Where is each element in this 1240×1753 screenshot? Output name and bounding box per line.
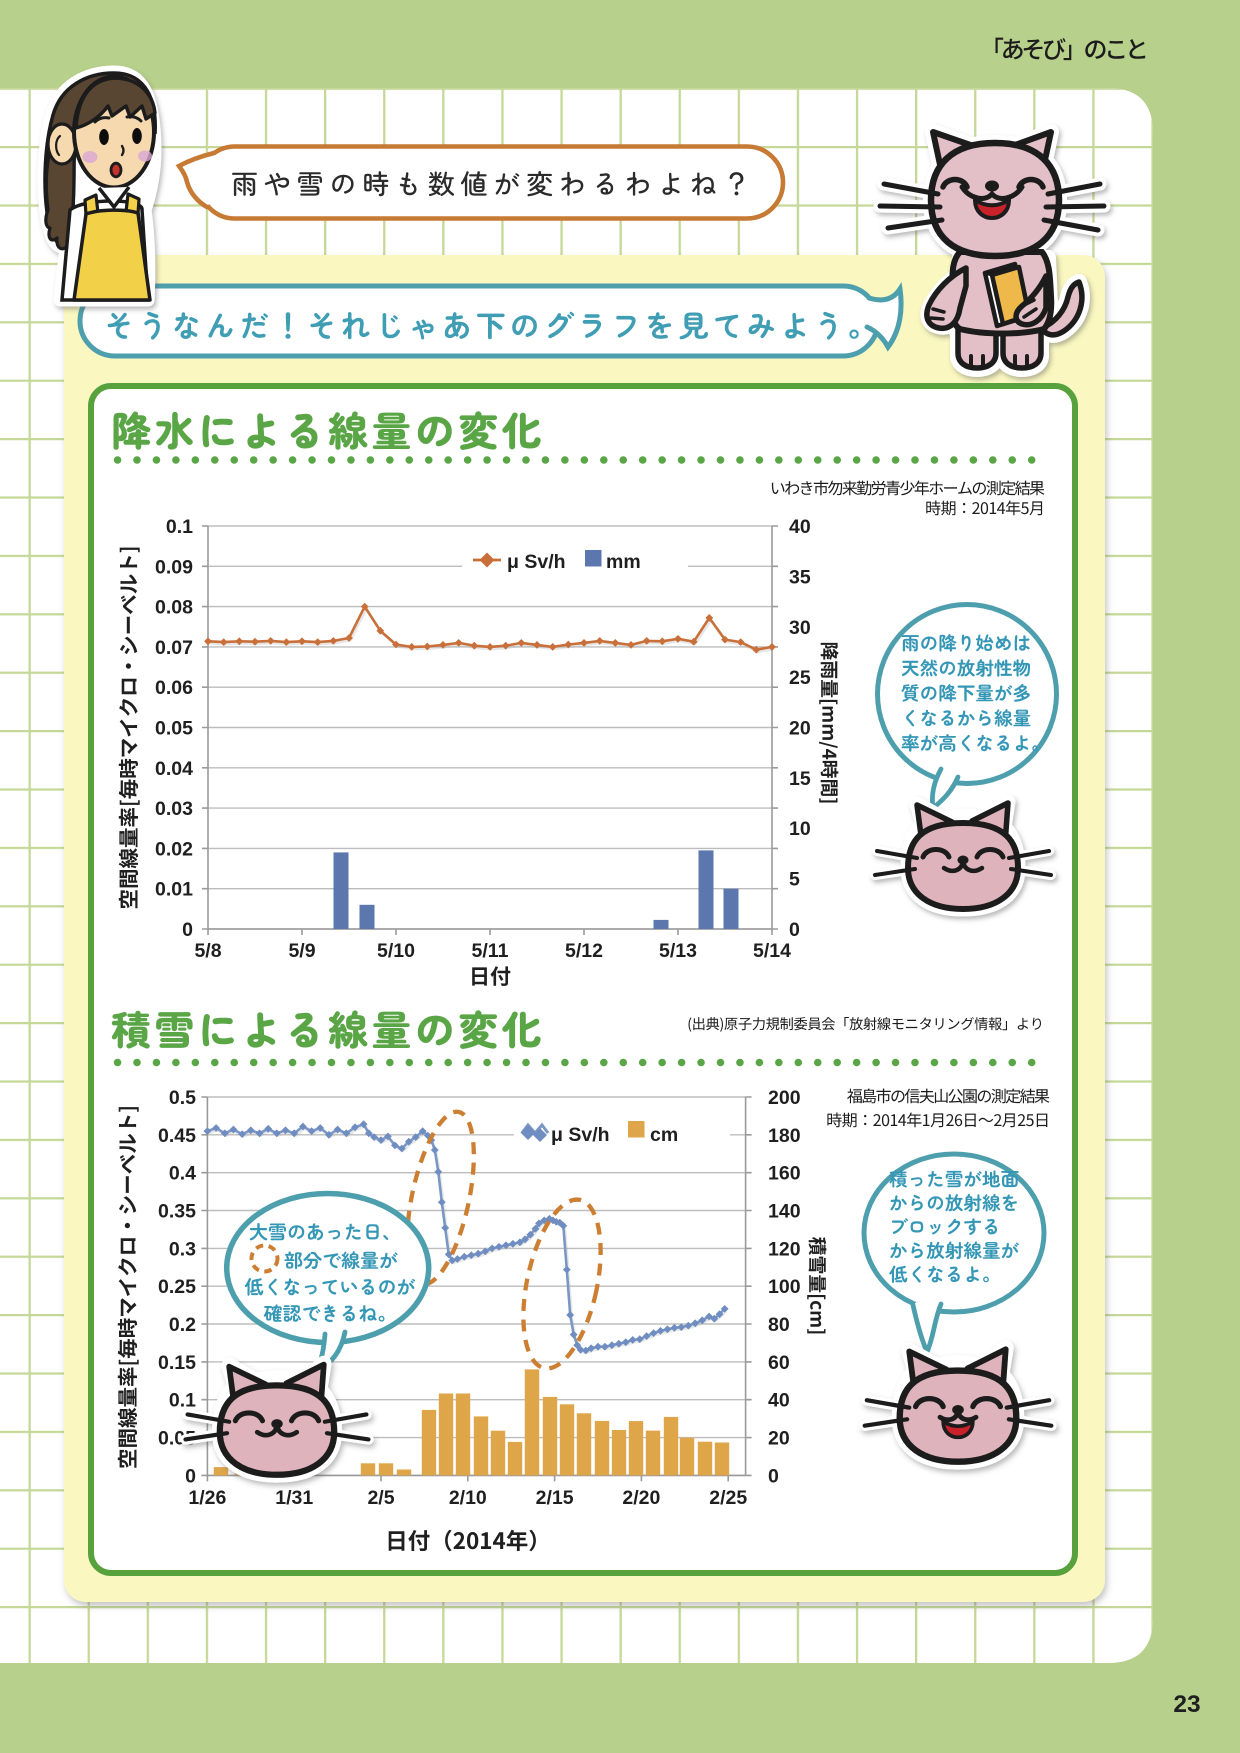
- svg-text:2/15: 2/15: [536, 1487, 574, 1509]
- svg-text:20: 20: [768, 1428, 790, 1450]
- svg-text:0: 0: [789, 919, 800, 941]
- svg-text:25: 25: [789, 667, 811, 689]
- svg-text:5/14: 5/14: [753, 940, 791, 962]
- svg-text:5/11: 5/11: [472, 940, 509, 962]
- svg-text:0.15: 0.15: [158, 1352, 196, 1374]
- svg-text:15: 15: [789, 768, 811, 790]
- svg-text:35: 35: [789, 566, 811, 588]
- svg-text:mm: mm: [606, 551, 641, 573]
- svg-text:0.05: 0.05: [155, 718, 193, 740]
- svg-text:5/12: 5/12: [565, 940, 603, 962]
- svg-text:0: 0: [182, 919, 193, 941]
- svg-text:0.25: 0.25: [158, 1276, 196, 1298]
- svg-text:5/13: 5/13: [659, 940, 697, 962]
- svg-text:40: 40: [768, 1390, 790, 1412]
- svg-text:5/10: 5/10: [377, 940, 415, 962]
- svg-text:5/8: 5/8: [194, 940, 221, 962]
- svg-text:20: 20: [789, 718, 811, 740]
- svg-text:5: 5: [789, 869, 800, 891]
- svg-text:0.04: 0.04: [155, 758, 193, 780]
- svg-text:0.07: 0.07: [155, 637, 193, 659]
- svg-text:0.06: 0.06: [155, 677, 193, 699]
- svg-text:0.5: 0.5: [169, 1087, 196, 1109]
- svg-text:160: 160: [768, 1163, 801, 1185]
- svg-text:80: 80: [768, 1314, 790, 1336]
- svg-text:0.08: 0.08: [155, 597, 193, 619]
- svg-text:180: 180: [768, 1125, 801, 1147]
- svg-text:100: 100: [768, 1276, 801, 1298]
- svg-text:0.1: 0.1: [166, 516, 193, 538]
- svg-text:0: 0: [768, 1465, 779, 1487]
- svg-text:0: 0: [185, 1465, 196, 1487]
- svg-text:0.35: 0.35: [158, 1201, 196, 1223]
- svg-text:140: 140: [768, 1201, 801, 1223]
- svg-text:200: 200: [768, 1087, 801, 1109]
- svg-text:0.3: 0.3: [169, 1238, 196, 1260]
- svg-text:0.09: 0.09: [155, 556, 193, 578]
- svg-text:0.03: 0.03: [155, 798, 193, 820]
- svg-text:μ Sv/h: μ Sv/h: [507, 551, 566, 573]
- svg-text:0.4: 0.4: [169, 1163, 196, 1185]
- svg-text:1/26: 1/26: [188, 1487, 226, 1509]
- svg-text:0.2: 0.2: [169, 1314, 196, 1336]
- svg-text:2/25: 2/25: [709, 1487, 747, 1509]
- svg-text:10: 10: [789, 818, 811, 840]
- svg-text:2/10: 2/10: [449, 1487, 487, 1509]
- svg-text:1/31: 1/31: [275, 1487, 313, 1509]
- svg-text:0.45: 0.45: [158, 1125, 196, 1147]
- svg-text:30: 30: [789, 617, 811, 639]
- svg-text:cm: cm: [650, 1124, 678, 1146]
- svg-text:5/9: 5/9: [288, 940, 315, 962]
- svg-text:μ Sv/h: μ Sv/h: [551, 1124, 610, 1146]
- svg-text:23: 23: [1173, 1691, 1200, 1718]
- svg-text:120: 120: [768, 1238, 801, 1260]
- svg-text:40: 40: [789, 516, 811, 538]
- svg-text:0.01: 0.01: [155, 879, 193, 901]
- svg-text:0.1: 0.1: [169, 1390, 196, 1412]
- svg-text:0.02: 0.02: [155, 838, 193, 860]
- svg-text:60: 60: [768, 1352, 790, 1374]
- svg-text:2/5: 2/5: [367, 1487, 394, 1509]
- svg-text:2/20: 2/20: [622, 1487, 660, 1509]
